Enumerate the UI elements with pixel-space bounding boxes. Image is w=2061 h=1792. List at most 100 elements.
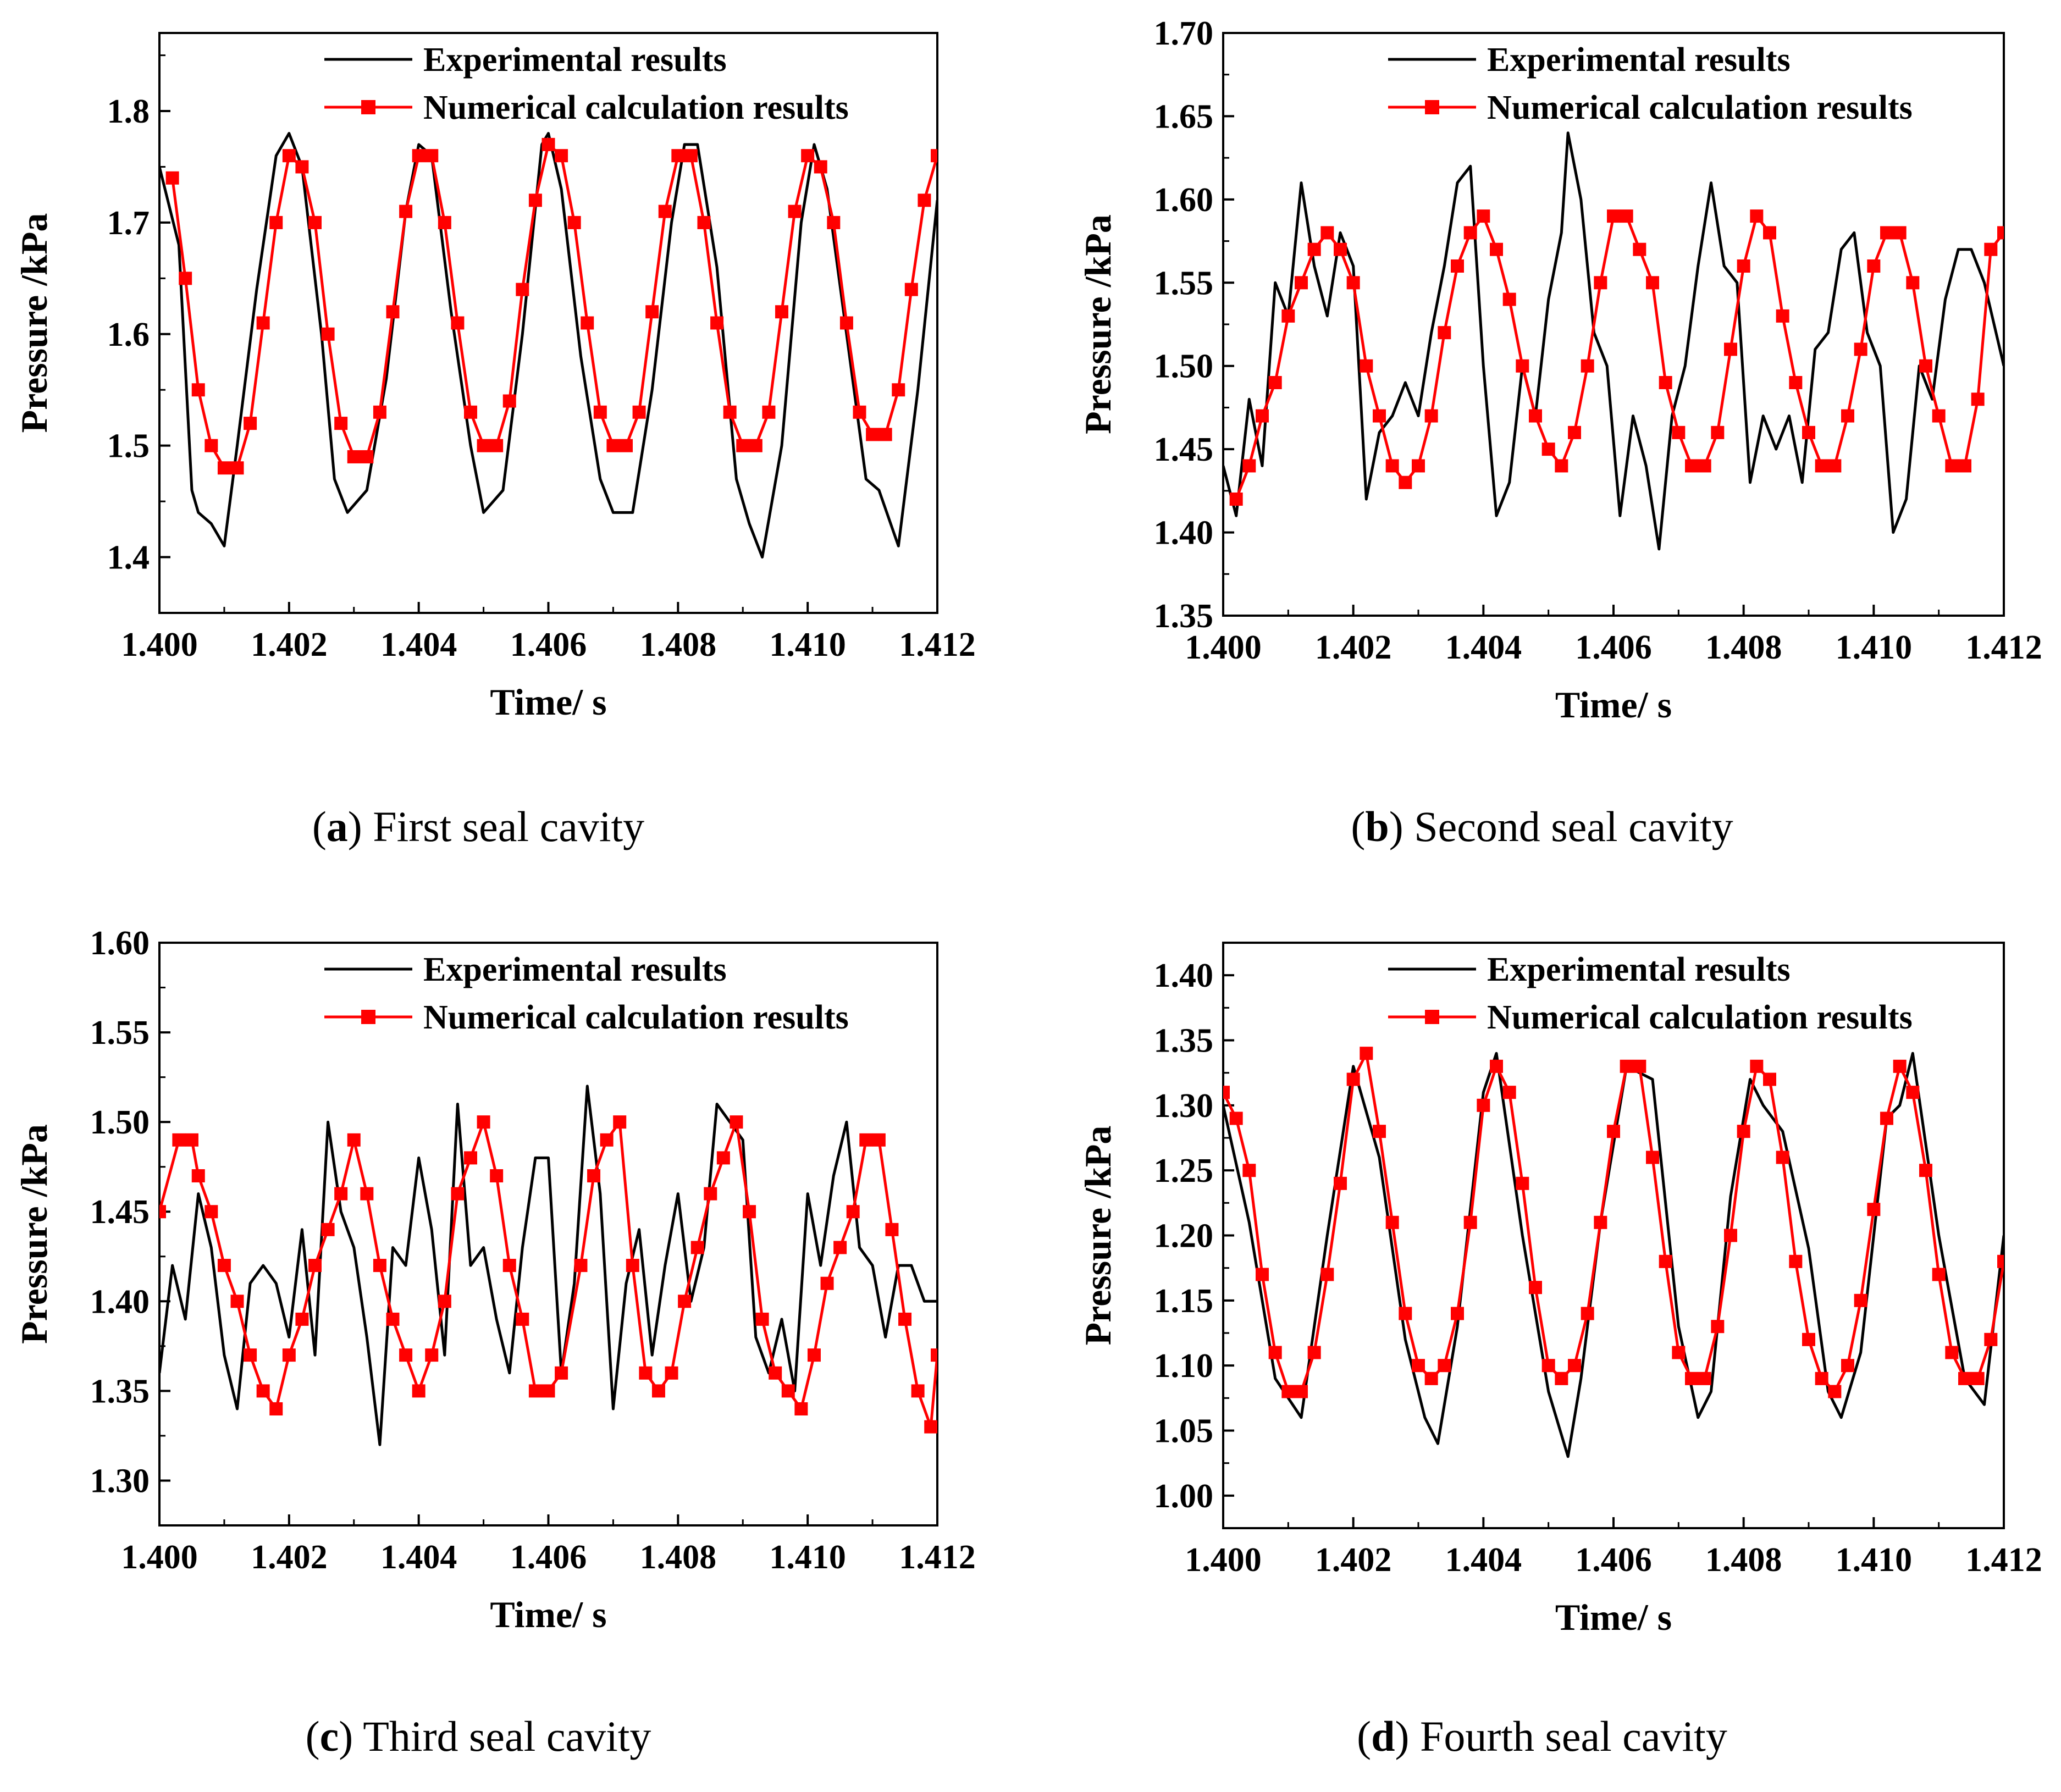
caption-letter-b: b: [1365, 803, 1389, 850]
numerical-marker-a-5: [230, 461, 244, 475]
numerical-marker-b-2: [1256, 409, 1269, 423]
numerical-marker-b-36: [1698, 459, 1711, 473]
numerical-marker-c-21: [425, 1348, 439, 1362]
numerical-marker-d-32: [1633, 1059, 1646, 1073]
numerical-marker-b-25: [1555, 459, 1568, 473]
numerical-marker-a-40: [684, 149, 698, 163]
numerical-marker-d-43: [1776, 1151, 1789, 1164]
numerical-marker-d-10: [1346, 1072, 1360, 1086]
caption-d: (d) Fourth seal cavity: [1357, 1712, 1727, 1760]
caption-title-a: First seal cavity: [373, 803, 644, 850]
numerical-marker-b-43: [1789, 376, 1803, 389]
numerical-marker-b-10: [1360, 359, 1373, 373]
numerical-marker-b-51: [1893, 226, 1907, 240]
numerical-marker-d-6: [1295, 1385, 1308, 1398]
numerical-marker-b-45: [1815, 459, 1828, 473]
y-tick-label-b-4: 1.55: [1154, 264, 1214, 302]
numerical-marker-c-5: [217, 1259, 231, 1273]
numerical-marker-c-22: [438, 1295, 451, 1308]
numerical-marker-c-17: [373, 1259, 386, 1273]
numerical-marker-a-1: [179, 272, 192, 285]
numerical-marker-a-4: [217, 461, 231, 475]
numerical-marker-d-36: [1685, 1371, 1698, 1385]
numerical-marker-a-17: [386, 305, 400, 319]
numerical-marker-b-7: [1320, 226, 1334, 240]
y-tick-label-d-8: 1.40: [1154, 957, 1214, 994]
numerical-marker-c-38: [651, 1384, 665, 1398]
y-tick-label-d-0: 1.00: [1154, 1478, 1214, 1515]
x-tick-label-a-3: 1.406: [510, 626, 587, 663]
numerical-marker-b-26: [1568, 425, 1581, 439]
numerical-marker-c-39: [665, 1366, 678, 1380]
numerical-marker-c-37: [639, 1366, 653, 1380]
numerical-marker-b-35: [1685, 459, 1698, 473]
numerical-marker-a-42: [710, 316, 724, 330]
caption-a: (a) First seal cavity: [312, 803, 644, 850]
numerical-marker-d-28: [1581, 1307, 1594, 1320]
numerical-marker-c-36: [626, 1259, 639, 1273]
numerical-marker-c-6: [230, 1295, 244, 1308]
numerical-marker-c-33: [587, 1169, 601, 1182]
x-axis-title-c: Time/ s: [490, 1594, 606, 1635]
x-axis-title-a: Time/ s: [490, 681, 606, 723]
numerical-marker-d-1: [1229, 1111, 1243, 1125]
numerical-marker-a-37: [645, 305, 659, 319]
y-tick-label-c-6: 1.60: [90, 925, 150, 962]
numerical-marker-b-48: [1854, 342, 1867, 356]
numerical-marker-c-52: [833, 1241, 847, 1254]
numerical-marker-d-33: [1646, 1151, 1659, 1164]
numerical-marker-d-15: [1412, 1359, 1425, 1373]
y-tick-label-d-1: 1.05: [1154, 1413, 1214, 1450]
legend-numerical-marker-b: [1425, 100, 1439, 114]
x-tick-label-c-4: 1.408: [640, 1539, 717, 1576]
caption-letter-d: d: [1371, 1712, 1395, 1760]
numerical-marker-c-20: [412, 1384, 426, 1398]
numerical-marker-d-44: [1789, 1254, 1803, 1268]
numerical-marker-b-42: [1776, 309, 1789, 323]
numerical-marker-a-35: [620, 439, 633, 452]
numerical-marker-d-7: [1307, 1346, 1321, 1359]
numerical-marker-d-46: [1815, 1371, 1828, 1385]
numerical-marker-b-20: [1490, 242, 1503, 256]
numerical-marker-d-9: [1334, 1176, 1347, 1190]
numerical-marker-c-58: [911, 1384, 925, 1398]
numerical-marker-c-60: [931, 1348, 937, 1362]
numerical-marker-d-53: [1906, 1086, 1920, 1099]
numerical-marker-d-59: [1984, 1332, 1998, 1346]
numerical-marker-d-38: [1711, 1320, 1725, 1334]
numerical-marker-d-24: [1529, 1281, 1542, 1295]
numerical-marker-a-28: [528, 193, 542, 207]
numerical-marker-c-48: [781, 1384, 795, 1398]
x-tick-label-b-3: 1.406: [1575, 629, 1652, 666]
numerical-marker-d-41: [1750, 1059, 1764, 1073]
y-tick-label-c-0: 1.30: [90, 1462, 150, 1500]
y-tick-label-a-3: 1.7: [107, 204, 150, 242]
numerical-marker-c-59: [924, 1420, 937, 1434]
y-tick-label-b-5: 1.60: [1154, 181, 1214, 219]
numerical-marker-d-34: [1659, 1254, 1672, 1268]
numerical-marker-d-2: [1242, 1164, 1256, 1177]
x-tick-label-a-5: 1.410: [769, 626, 846, 663]
numerical-marker-b-54: [1932, 409, 1946, 423]
numerical-marker-a-9: [282, 149, 296, 163]
numerical-marker-a-21: [438, 215, 451, 229]
numerical-marker-d-13: [1385, 1215, 1399, 1229]
legend-experimental-label-a: Experimental results: [423, 41, 727, 79]
numerical-marker-c-24: [464, 1151, 477, 1165]
y-tick-label-d-7: 1.35: [1154, 1022, 1214, 1060]
legend-experimental-label-b: Experimental results: [1487, 41, 1791, 79]
numerical-marker-b-15: [1424, 409, 1438, 423]
numerical-marker-c-44: [730, 1115, 743, 1129]
x-tick-label-b-2: 1.404: [1445, 629, 1522, 666]
numerical-marker-a-55: [878, 428, 892, 441]
numerical-marker-c-18: [386, 1312, 400, 1326]
numerical-marker-b-29: [1607, 209, 1620, 223]
x-tick-label-d-3: 1.406: [1575, 1541, 1652, 1579]
numerical-marker-b-13: [1399, 475, 1412, 489]
numerical-marker-a-53: [853, 405, 866, 419]
numerical-marker-d-8: [1320, 1268, 1334, 1281]
numerical-marker-d-27: [1568, 1359, 1581, 1373]
numerical-marker-a-34: [606, 439, 620, 452]
numerical-marker-c-28: [516, 1312, 529, 1326]
numerical-marker-c-40: [678, 1295, 692, 1308]
